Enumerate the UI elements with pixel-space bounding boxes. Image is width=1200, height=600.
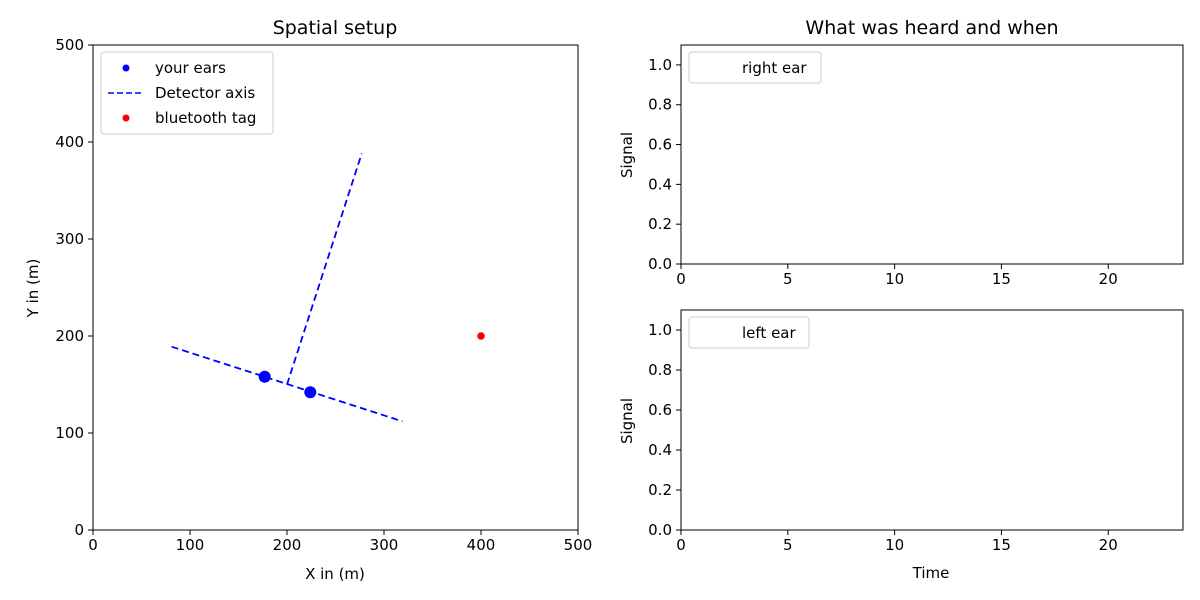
right-ear-y-tick-label: 0.8 bbox=[648, 96, 672, 114]
right-ear-y-tick-label: 0.0 bbox=[648, 255, 672, 273]
legend-ears-label: your ears bbox=[155, 59, 226, 77]
left-ear-legend-box bbox=[688, 316, 810, 349]
left-ear-y-axis-label: Signal bbox=[618, 398, 636, 444]
spatial-legend: your ears Detector axis bluetooth tag bbox=[100, 51, 274, 135]
left-ear-chart: 0 5 10 15 20 0.00.20.40.60.81.0 Time Signal … bbox=[618, 309, 1184, 582]
right-ear-y-tick-label: 0.6 bbox=[648, 136, 672, 154]
right-ear-y-tick-label: 0.4 bbox=[648, 175, 672, 193]
spatial-y-ticks: 0 100 200 300 400 500 bbox=[55, 36, 93, 539]
left-ear-x-axis-label: Time bbox=[912, 564, 950, 582]
left-ear-legend: left ear bbox=[688, 316, 810, 349]
right-ear-y-tick-label: 1.0 bbox=[648, 56, 672, 74]
spatial-x-tick-label: 400 bbox=[467, 536, 496, 554]
spatial-y-tick-label: 100 bbox=[55, 424, 84, 442]
right-ear-x-ticks: 0 5 10 15 20 bbox=[676, 264, 1118, 288]
left-ear-x-tick-label: 20 bbox=[1099, 536, 1118, 554]
detector-axis-segment bbox=[286, 153, 363, 385]
legend-detector-axis-label: Detector axis bbox=[155, 84, 255, 102]
left-ear-x-tick-label: 5 bbox=[783, 536, 793, 554]
spatial-x-ticks: 0 100 200 300 400 500 bbox=[88, 530, 592, 554]
right-ear-legend: right ear bbox=[688, 51, 822, 84]
ear-point bbox=[258, 370, 271, 383]
right-ear-x-tick-label: 15 bbox=[992, 270, 1011, 288]
left-ear-y-tick-label: 0.6 bbox=[648, 401, 672, 419]
spatial-marks bbox=[171, 153, 485, 423]
spatial-y-tick-label: 0 bbox=[74, 521, 84, 539]
right-ear-x-tick-label: 10 bbox=[885, 270, 904, 288]
spatial-plot-frame bbox=[92, 44, 579, 531]
right-ear-y-tick-label: 0.2 bbox=[648, 215, 672, 233]
spatial-y-tick-label: 500 bbox=[55, 36, 84, 54]
spatial-x-tick-label: 500 bbox=[564, 536, 593, 554]
spatial-y-tick-label: 400 bbox=[55, 133, 84, 151]
left-ear-legend-label: left ear bbox=[742, 324, 796, 342]
right-ear-y-axis-label: Signal bbox=[618, 132, 636, 178]
spatial-x-tick-label: 200 bbox=[273, 536, 302, 554]
left-ear-y-tick-label: 0.8 bbox=[648, 361, 672, 379]
right-ear-x-tick-label: 20 bbox=[1099, 270, 1118, 288]
spatial-y-tick-label: 200 bbox=[55, 327, 84, 345]
left-ear-y-tick-label: 0.2 bbox=[648, 481, 672, 499]
right-ear-chart-title: What was heard and when bbox=[805, 17, 1058, 39]
spatial-x-axis-label: X in (m) bbox=[305, 565, 365, 583]
left-ear-y-tick-label: 0.0 bbox=[648, 521, 672, 539]
legend-ears-marker bbox=[122, 64, 130, 72]
right-ear-legend-box bbox=[688, 51, 822, 84]
left-ear-plot-frame bbox=[680, 309, 1184, 531]
legend-tag-marker bbox=[122, 114, 130, 122]
right-ear-plot-frame bbox=[680, 44, 1184, 265]
right-ear-y-ticks: 0.0 0.2 0.4 0.6 0.8 1.0 bbox=[648, 56, 681, 273]
spatial-y-tick-label: 300 bbox=[55, 230, 84, 248]
right-ear-x-tick-label: 5 bbox=[783, 270, 793, 288]
left-ear-x-ticks: 0 5 10 15 20 bbox=[676, 530, 1118, 554]
spatial-chart-title: Spatial setup bbox=[273, 17, 398, 39]
bluetooth-tag-point bbox=[477, 332, 485, 340]
left-ear-x-tick-label: 10 bbox=[885, 536, 904, 554]
right-ear-chart: What was heard and when 0 5 10 15 20 0.00.20… bbox=[618, 17, 1184, 288]
spatial-x-tick-label: 0 bbox=[88, 536, 98, 554]
spatial-x-tick-label: 300 bbox=[370, 536, 399, 554]
spatial-x-tick-label: 100 bbox=[176, 536, 205, 554]
left-ear-y-ticks: 0.0 0.2 0.4 0.6 0.8 1.0 bbox=[648, 321, 681, 539]
legend-tag-label: bluetooth tag bbox=[155, 109, 256, 127]
spatial-legend-box bbox=[100, 51, 274, 135]
left-ear-y-tick-label: 1.0 bbox=[648, 321, 672, 339]
right-ear-x-tick-label: 0 bbox=[676, 270, 686, 288]
left-ear-x-tick-label: 15 bbox=[992, 536, 1011, 554]
spatial-chart: Spatial setup 0 100 200 300 400 500 0 100 200 30… bbox=[24, 17, 592, 583]
spatial-y-axis-label: Y in (m) bbox=[24, 259, 42, 319]
left-ear-x-tick-label: 0 bbox=[676, 536, 686, 554]
ear-point bbox=[304, 386, 317, 399]
right-ear-legend-label: right ear bbox=[742, 59, 807, 77]
left-ear-y-tick-label: 0.4 bbox=[648, 441, 672, 459]
